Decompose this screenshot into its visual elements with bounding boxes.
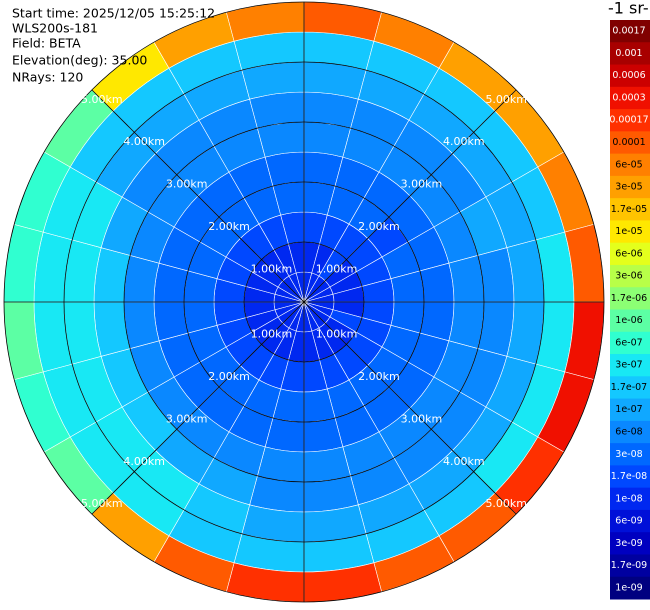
colorbar-label: 1e-05 <box>615 226 642 237</box>
colorbar-label: 0.0001 <box>612 137 645 148</box>
range-label: 3.00km <box>401 412 443 425</box>
colorbar-label: 3e-06 <box>615 271 642 282</box>
colorbar-cell <box>610 264 650 288</box>
colorbar-cell <box>610 554 650 578</box>
colorbar-label: 6e-08 <box>615 426 642 437</box>
colorbar-cell <box>610 131 650 155</box>
colorbar-cell <box>610 309 650 333</box>
cell <box>123 301 160 349</box>
colorbar-label: 1e-06 <box>615 315 642 326</box>
azimuth-line <box>91 89 517 515</box>
polar-field <box>3 1 605 603</box>
range-label: 3.00km <box>401 178 443 191</box>
colorbar-label: 3e-05 <box>615 182 642 193</box>
colorbar-cell <box>610 331 650 355</box>
range-label: 4.00km <box>123 455 165 468</box>
colorbar-label: 0.001 <box>615 48 642 59</box>
elevation: Elevation(deg): 35.00 <box>12 53 147 68</box>
colorbar-cell <box>610 175 650 199</box>
colorbar-cell <box>610 42 650 66</box>
colorbar-label: 6e-06 <box>615 248 642 259</box>
colorbar-cell <box>610 153 650 177</box>
range-label: 5.00km <box>485 93 527 106</box>
colorbar-cell <box>610 86 650 110</box>
range-label: 4.00km <box>443 455 485 468</box>
range-label: 2.00km <box>358 220 400 233</box>
colorbar-label: 1.7e-08 <box>611 471 647 482</box>
colorbar-cell <box>610 287 650 310</box>
colorbar-label: 0.00017 <box>609 115 648 126</box>
range-label: 5.00km <box>485 497 527 510</box>
colorbar-cell <box>610 487 650 511</box>
colorbar-cell <box>610 64 650 88</box>
start-time: Start time: 2025/12/05 15:25:12 <box>12 6 215 21</box>
colorbar-label: 0.0017 <box>612 26 645 37</box>
colorbar-cell <box>610 420 650 444</box>
colorbar-cell <box>610 20 650 43</box>
range-label: 4.00km <box>443 135 485 148</box>
colorbar-label: 6e-05 <box>615 159 642 170</box>
range-label: 1.00km <box>251 262 293 275</box>
colorbar-cell <box>610 576 650 600</box>
colorbar-cell <box>610 398 650 422</box>
colorbar-label: 6e-09 <box>615 516 642 527</box>
colorbar-title: -1 sr- <box>608 0 649 18</box>
range-label: 1.00km <box>251 328 293 341</box>
range-label: 5.00km <box>81 497 123 510</box>
colorbar-label: 6e-07 <box>615 337 642 348</box>
cell <box>448 255 485 303</box>
colorbar-cell <box>610 532 650 555</box>
colorbar-label: 1.7e-07 <box>611 382 647 393</box>
colorbar-label: 1.7e-06 <box>611 293 647 304</box>
colorbar-label: 1.7e-09 <box>611 560 647 571</box>
range-label: 4.00km <box>123 135 165 148</box>
cell <box>257 121 305 158</box>
colorbar-label: 3e-09 <box>615 538 642 549</box>
colorbar-label: 0.0006 <box>612 70 645 81</box>
colorbar-label: 3e-07 <box>615 360 642 371</box>
colorbar-label: 1e-08 <box>615 493 642 504</box>
cell <box>257 446 305 483</box>
cell <box>303 446 351 483</box>
cell <box>123 255 160 303</box>
site: WLS200s-181 <box>12 21 98 36</box>
range-label: 2.00km <box>208 370 250 383</box>
colorbar: 0.0017 0.001 0.0006 0.0003 0.00017 0.0001 6e-0… <box>609 20 650 600</box>
colorbar-cell <box>610 354 650 377</box>
colorbar-cell <box>610 220 650 244</box>
colorbar-label: 1e-09 <box>615 582 642 593</box>
colorbar-cell <box>610 198 650 221</box>
range-label: 5.00km <box>81 93 123 106</box>
cell <box>303 121 351 158</box>
range-label: 1.00km <box>316 328 358 341</box>
colorbar-label: 1.7e-05 <box>611 204 647 215</box>
colorbar-label: 3e-08 <box>615 449 642 460</box>
colorbar-cell <box>610 376 650 400</box>
range-label: 2.00km <box>358 370 400 383</box>
colorbar-cell <box>610 242 650 266</box>
colorbar-cell <box>610 465 650 489</box>
range-label: 2.00km <box>208 220 250 233</box>
range-label: 1.00km <box>316 262 358 275</box>
colorbar-label: 1e-07 <box>615 404 642 415</box>
range-label: 3.00km <box>166 412 208 425</box>
field: Field: BETA <box>12 36 81 51</box>
polar-grid <box>3 1 605 603</box>
range-label: 3.00km <box>166 178 208 191</box>
colorbar-cell <box>610 443 650 466</box>
cell <box>448 301 485 349</box>
nrays: NRays: 120 <box>12 70 83 85</box>
colorbar-label: 0.0003 <box>612 92 645 103</box>
range-labels: 1.00km 1.00km 1.00km 1.00km 2.00km 2.00km 2.00… <box>81 93 527 510</box>
colorbar-cell <box>610 109 650 132</box>
colorbar-cell <box>610 509 650 533</box>
